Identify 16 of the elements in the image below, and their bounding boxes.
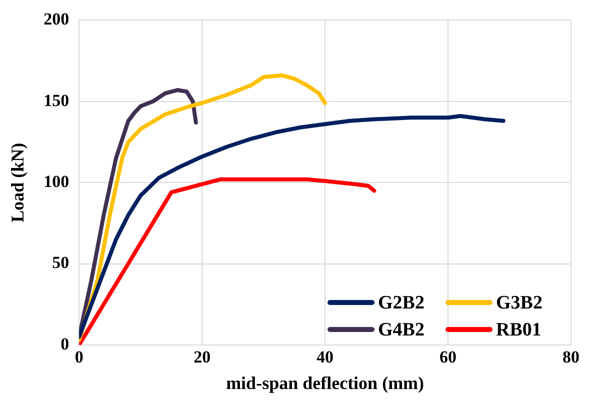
y-tick-label: 150 xyxy=(44,90,70,110)
x-tick-label: 40 xyxy=(316,348,334,367)
legend-label: G3B2 xyxy=(496,292,542,314)
y-tick-label: 50 xyxy=(52,253,70,272)
x-tick-label: 60 xyxy=(440,348,457,367)
legend-label: RB01 xyxy=(496,319,542,340)
legend-label: G4B2 xyxy=(378,319,424,340)
y-tick-label: 200 xyxy=(44,10,70,29)
y-tick-label: 0 xyxy=(60,334,70,354)
legend-label: G2B2 xyxy=(378,292,424,314)
x-axis-title: mid-span deflection (mm) xyxy=(226,372,424,393)
y-axis-title: Load (kN) xyxy=(7,142,28,222)
x-tick-label: 80 xyxy=(562,348,580,367)
x-tick-label: 20 xyxy=(194,348,211,367)
y-tick-label: 100 xyxy=(44,172,70,191)
x-tick-label: 0 xyxy=(74,348,84,367)
